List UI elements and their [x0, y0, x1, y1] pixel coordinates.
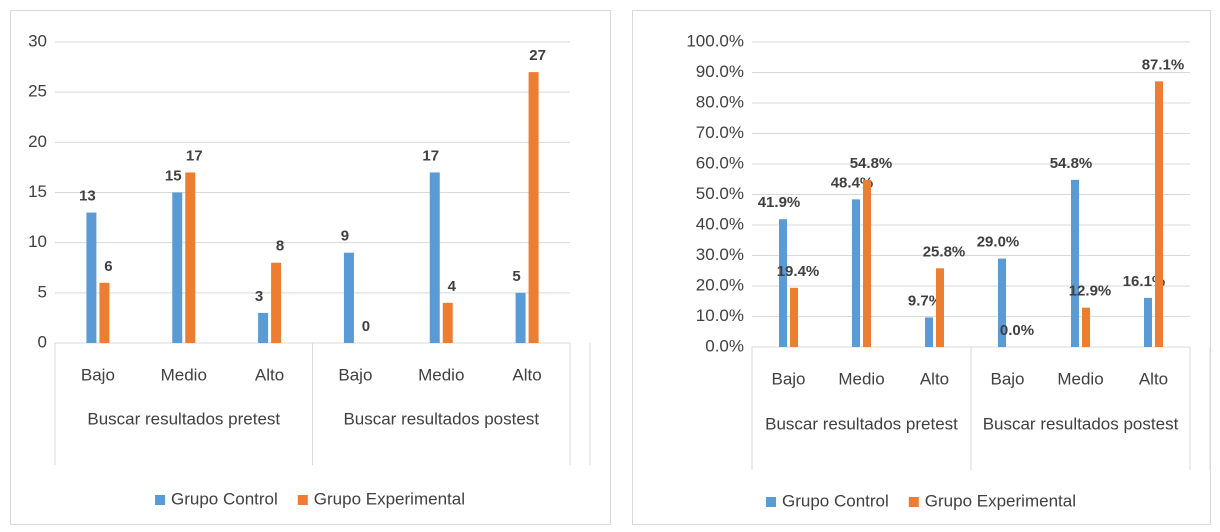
x-tick-label: Alto	[920, 369, 949, 388]
y-tick-label: 50.0%	[696, 184, 744, 203]
data-label: 0.0%	[1000, 322, 1034, 339]
x-tick-label: Bajo	[81, 365, 115, 384]
bar	[1082, 307, 1090, 347]
bar	[515, 292, 526, 343]
data-label: 13	[79, 188, 96, 205]
chart-frame	[632, 10, 1211, 525]
y-tick-label: 60.0%	[696, 153, 744, 172]
y-tick-label: 90.0%	[696, 62, 744, 81]
data-label: 8	[276, 238, 284, 255]
y-tick-label: 10.0%	[696, 306, 744, 325]
bar	[86, 212, 97, 343]
bar	[779, 219, 787, 347]
y-tick-label: 30	[28, 31, 47, 50]
y-tick-label: 0.0%	[705, 336, 744, 355]
y-tick-label: 40.0%	[696, 214, 744, 233]
bar	[1155, 81, 1163, 347]
data-label: 27	[529, 47, 546, 64]
bar	[528, 72, 539, 343]
y-tick-label: 100.0%	[686, 31, 744, 50]
x-tick-label: Bajo	[990, 369, 1024, 388]
data-label: 41.9%	[758, 194, 801, 211]
legend-swatch	[155, 495, 166, 505]
bar	[863, 179, 871, 347]
bar	[185, 172, 196, 343]
group-label: Buscar resultados postest	[983, 414, 1179, 433]
y-tick-label: 30.0%	[696, 245, 744, 264]
data-label: 0	[362, 318, 370, 335]
bar	[442, 302, 453, 343]
legend-swatch	[766, 497, 777, 507]
group-label: Buscar resultados pretest	[87, 409, 280, 428]
group-label: Buscar resultados pretest	[765, 414, 958, 433]
group-label: Buscar resultados postest	[343, 409, 539, 428]
data-label: 19.4%	[777, 263, 820, 280]
bar	[172, 192, 183, 343]
x-tick-label: Medio	[838, 369, 884, 388]
data-label: 4	[448, 278, 457, 295]
x-tick-label: Alto	[1139, 369, 1168, 388]
legend-swatch	[297, 495, 308, 505]
y-tick-label: 10	[28, 232, 47, 251]
x-tick-label: Alto	[255, 365, 284, 384]
legend-swatch	[908, 497, 919, 507]
data-label: 6	[104, 258, 112, 275]
bar	[258, 312, 269, 343]
bar	[99, 282, 110, 343]
y-tick-label: 80.0%	[696, 92, 744, 111]
x-tick-label: Bajo	[771, 369, 805, 388]
data-label: 48.4%	[831, 174, 874, 191]
data-label: 9.7%	[908, 292, 942, 309]
y-tick-label: 20	[28, 132, 47, 151]
legend-label: Grupo Control	[782, 491, 889, 510]
data-label: 9	[341, 228, 349, 245]
data-label: 54.8%	[850, 155, 893, 172]
data-label: 15	[165, 167, 182, 184]
chart-frame	[10, 10, 611, 525]
x-tick-label: Medio	[1057, 369, 1103, 388]
legend-label: Grupo Experimental	[925, 491, 1076, 510]
y-tick-label: 0	[38, 332, 47, 351]
data-label: 25.8%	[923, 243, 966, 260]
data-label: 29.0%	[977, 234, 1020, 251]
bar	[1071, 179, 1079, 347]
bar	[998, 258, 1006, 347]
legend-label: Grupo Control	[171, 489, 278, 508]
y-tick-label: 25	[28, 82, 47, 101]
data-label: 3	[255, 288, 263, 305]
legend-label: Grupo Experimental	[314, 489, 465, 508]
bar	[271, 262, 282, 343]
y-tick-label: 20.0%	[696, 275, 744, 294]
data-label: 12.9%	[1069, 283, 1112, 300]
bar	[790, 287, 798, 347]
x-tick-label: Alto	[512, 365, 541, 384]
data-label: 5	[512, 268, 520, 285]
bar	[1144, 297, 1152, 347]
data-label: 17	[186, 147, 203, 164]
x-tick-label: Bajo	[338, 365, 372, 384]
y-tick-label: 15	[28, 182, 47, 201]
data-label: 87.1%	[1142, 56, 1185, 73]
y-tick-label: 70.0%	[696, 123, 744, 142]
bar	[343, 252, 354, 343]
data-label: 17	[422, 147, 439, 164]
bar	[852, 199, 860, 347]
bar	[936, 268, 944, 347]
bar	[925, 317, 933, 347]
y-tick-label: 5	[38, 282, 47, 301]
data-label: 54.8%	[1050, 155, 1093, 172]
data-label: 16.1%	[1123, 273, 1166, 290]
x-tick-label: Medio	[161, 365, 207, 384]
x-tick-label: Medio	[418, 365, 464, 384]
bar	[429, 172, 440, 343]
